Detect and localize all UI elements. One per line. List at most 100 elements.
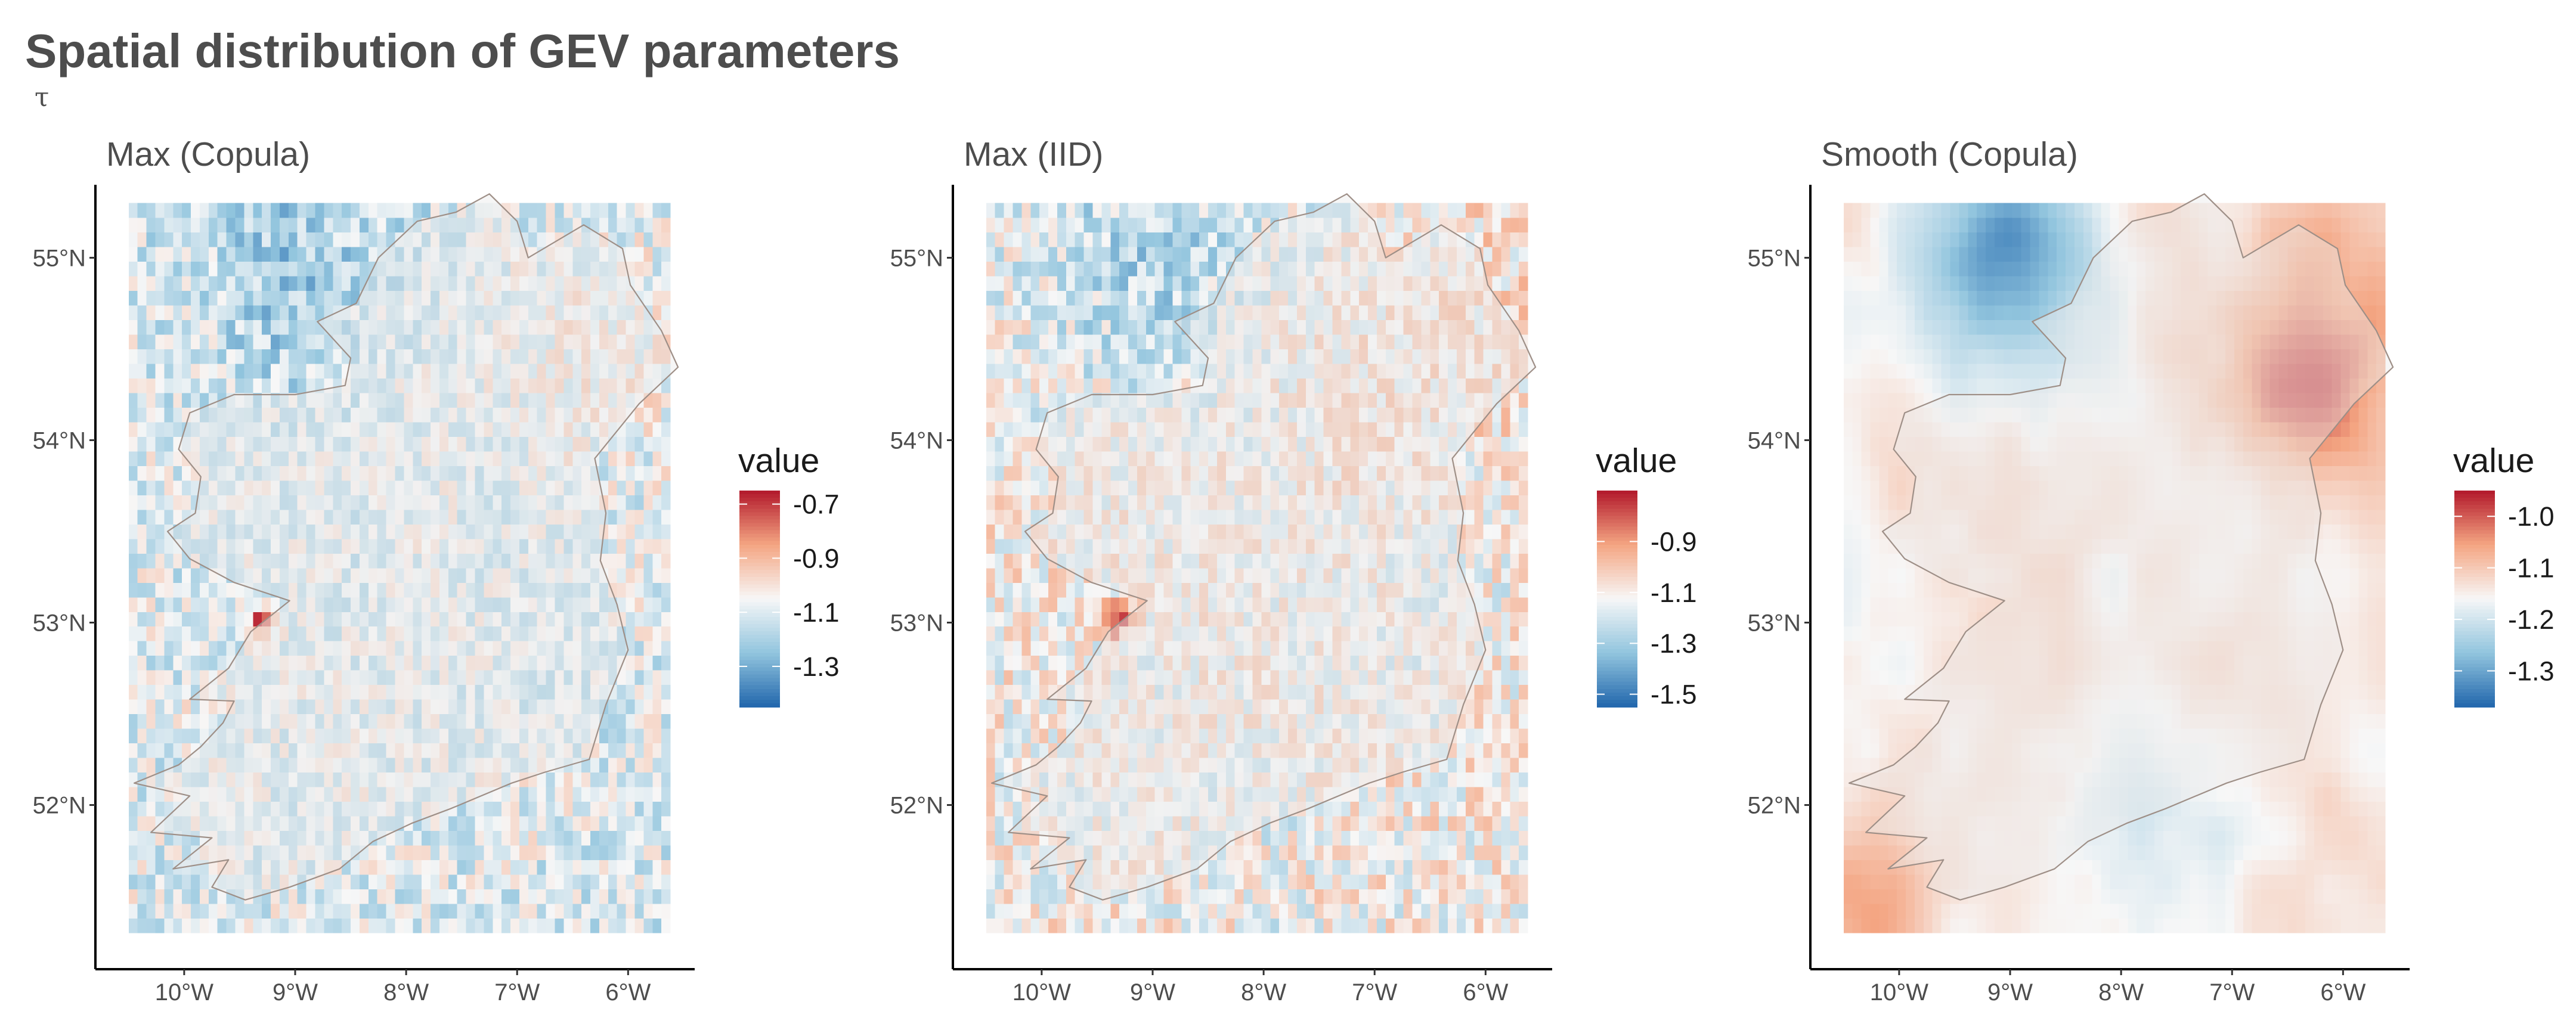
heatmap-cell bbox=[590, 830, 600, 845]
heatmap-cell bbox=[164, 656, 174, 671]
heatmap-cell bbox=[590, 904, 600, 919]
heatmap-cell bbox=[1021, 553, 1031, 568]
heatmap-cell bbox=[555, 772, 565, 787]
heatmap-cell bbox=[661, 889, 671, 904]
heatmap-cell bbox=[244, 378, 253, 393]
heatmap-cell bbox=[1004, 262, 1014, 277]
heatmap-cell bbox=[995, 510, 1005, 525]
heatmap-cell bbox=[289, 218, 298, 232]
heatmap-cell bbox=[661, 728, 671, 743]
heatmap-cell bbox=[1048, 568, 1058, 583]
heatmap-cell bbox=[182, 349, 191, 364]
heatmap-cell bbox=[1217, 203, 1226, 218]
heatmap-cell bbox=[271, 305, 280, 320]
heatmap-cell bbox=[1173, 305, 1182, 320]
heatmap-cell bbox=[581, 203, 591, 218]
heatmap-cell bbox=[1021, 436, 1031, 451]
heatmap-cell bbox=[1004, 495, 1014, 510]
heatmap-cell bbox=[555, 874, 565, 889]
heatmap-cell bbox=[1155, 291, 1165, 306]
heatmap-cell bbox=[501, 874, 511, 889]
heatmap-cell bbox=[1084, 305, 1094, 320]
heatmap-cell bbox=[147, 451, 156, 466]
heatmap-cell bbox=[1057, 582, 1067, 597]
heatmap-cell bbox=[599, 787, 609, 802]
heatmap-cell bbox=[1021, 291, 1031, 306]
heatmap-cell bbox=[289, 203, 298, 218]
heatmap-cell bbox=[1039, 378, 1049, 393]
heatmap-cell bbox=[986, 743, 996, 758]
heatmap-cell bbox=[510, 889, 520, 904]
heatmap-cell bbox=[1235, 203, 1244, 218]
heatmap-cell bbox=[1297, 889, 1306, 904]
heatmap-cell bbox=[1306, 860, 1315, 874]
heatmap-cell bbox=[1039, 889, 1049, 904]
heatmap-cell bbox=[1235, 860, 1244, 874]
heatmap-cell bbox=[599, 451, 609, 466]
heatmap-cell bbox=[995, 393, 1005, 408]
heatmap-cell bbox=[608, 845, 618, 860]
heatmap-cell bbox=[156, 714, 165, 729]
heatmap-cell bbox=[138, 830, 147, 845]
heatmap-cell bbox=[652, 495, 662, 510]
heatmap-cell bbox=[546, 801, 556, 816]
heatmap-cell bbox=[986, 772, 996, 787]
heatmap-cell bbox=[298, 334, 307, 349]
heatmap-cell bbox=[200, 262, 209, 277]
heatmap-cell bbox=[661, 714, 671, 729]
heatmap-cell bbox=[218, 641, 227, 656]
heatmap-cell bbox=[209, 904, 218, 919]
heatmap-cell bbox=[1084, 247, 1094, 262]
legend-label: -0.7 bbox=[793, 489, 840, 520]
heatmap-cell bbox=[164, 407, 174, 422]
heatmap-cell bbox=[386, 218, 396, 232]
heatmap-cell bbox=[1021, 262, 1031, 277]
heatmap-cell bbox=[661, 539, 671, 554]
heatmap-cell bbox=[342, 232, 351, 247]
heatmap-cell bbox=[617, 801, 627, 816]
heatmap-cell bbox=[342, 918, 351, 933]
heatmap-cell bbox=[1021, 305, 1031, 320]
heatmap-cell bbox=[271, 203, 280, 218]
heatmap-cell bbox=[564, 787, 573, 802]
heatmap-cell bbox=[1173, 218, 1182, 232]
heatmap-cell bbox=[1084, 364, 1094, 379]
heatmap-cell bbox=[519, 830, 529, 845]
heatmap-cell bbox=[1021, 612, 1031, 626]
heatmap-cell bbox=[244, 218, 253, 232]
heatmap-cell bbox=[218, 305, 227, 320]
heatmap-cell bbox=[1004, 320, 1014, 335]
heatmap-cell bbox=[986, 320, 996, 335]
colorbar-segment bbox=[739, 519, 780, 523]
heatmap-cell bbox=[1075, 305, 1085, 320]
heatmap-cell bbox=[182, 276, 191, 291]
heatmap-cell bbox=[1279, 845, 1289, 860]
heatmap-cell bbox=[200, 918, 209, 933]
heatmap-cell bbox=[351, 918, 360, 933]
heatmap-cell bbox=[342, 247, 351, 262]
heatmap-cell bbox=[306, 262, 316, 277]
heatmap-cell bbox=[315, 349, 325, 364]
heatmap-cell bbox=[1084, 232, 1094, 247]
heatmap-cell bbox=[608, 728, 618, 743]
heatmap-cell bbox=[280, 320, 289, 335]
heatmap-cell bbox=[1164, 305, 1174, 320]
heatmap-cell bbox=[191, 393, 200, 408]
heatmap-cell bbox=[501, 860, 511, 874]
heatmap-cell bbox=[1048, 378, 1058, 393]
heatmap-cell bbox=[1030, 349, 1040, 364]
heatmap-cell bbox=[661, 641, 671, 656]
heatmap-cell bbox=[1004, 685, 1014, 700]
heatmap-cell bbox=[1039, 670, 1049, 685]
heatmap-cell bbox=[1048, 582, 1058, 597]
heatmap-cell bbox=[1110, 597, 1120, 612]
heatmap-cell bbox=[1119, 291, 1129, 306]
heatmap-cell bbox=[1173, 262, 1182, 277]
heatmap-cell bbox=[138, 262, 147, 277]
heatmap-cell bbox=[661, 699, 671, 714]
heatmap-cell bbox=[1013, 845, 1023, 860]
x-tick-label: 10°W bbox=[155, 979, 213, 1006]
heatmap-cell bbox=[1030, 612, 1040, 626]
heatmap-cell bbox=[635, 612, 645, 626]
colorbar-segment bbox=[739, 653, 780, 657]
